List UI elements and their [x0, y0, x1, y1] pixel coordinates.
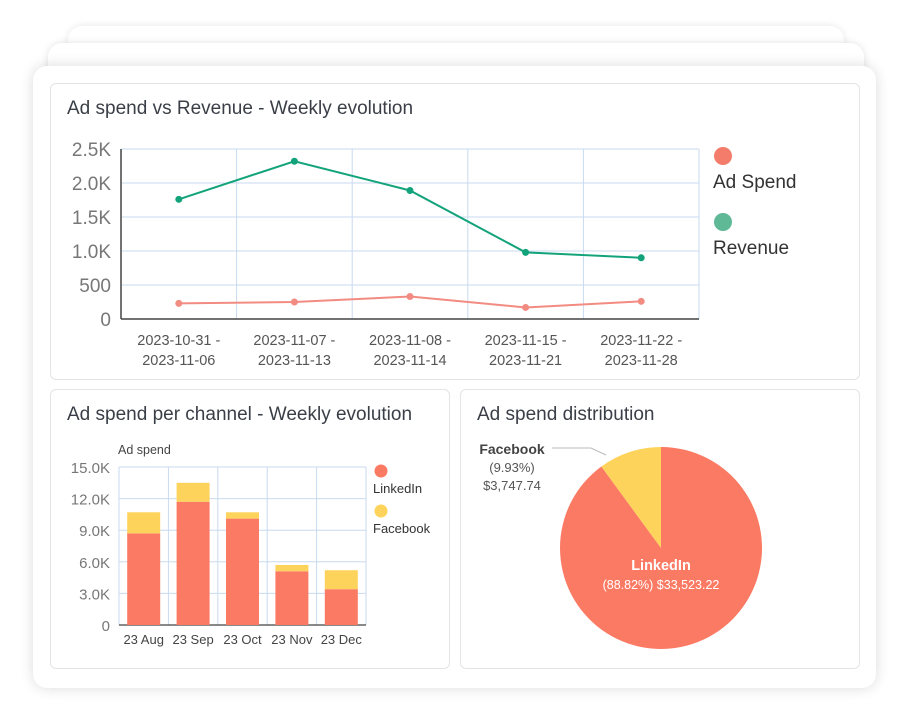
x-tick-label: 2023-11-28 [605, 353, 678, 369]
y-tick-label: 12.0K [71, 492, 110, 509]
bar-segment-facebook [324, 570, 358, 590]
bar-segment-linkedin [127, 533, 161, 625]
y-tick-label: 2.0K [72, 174, 111, 195]
data-point [406, 186, 414, 194]
bar-segment-facebook [127, 512, 161, 534]
legend-marker [714, 147, 732, 165]
y-tick-label: 1.5K [72, 208, 111, 229]
bar-segment-linkedin [324, 589, 358, 625]
bar-segment-linkedin [176, 501, 210, 625]
x-tick-label: 23 Aug [123, 632, 164, 647]
y-tick-label: 2.5K [72, 140, 111, 161]
x-tick-label: 2023-10-31 - [137, 333, 220, 349]
bar-segment-linkedin [226, 518, 259, 625]
x-tick-label: 2023-11-22 - [600, 333, 682, 349]
dashboard-panel: Ad spend vs Revenue - Weekly evolution 0… [33, 66, 876, 688]
data-point [175, 195, 183, 203]
legend-marker [374, 504, 388, 518]
data-point [406, 293, 414, 301]
line-chart: 0 500 1.0K 1.5K 2.0K 2.5K 2023-10-31 - 2023-11-… [72, 140, 797, 369]
y-tick-label: 1.0K [72, 242, 111, 263]
x-tick-label: 23 Dec [321, 632, 363, 647]
x-tick-label: 2023-11-15 - [485, 333, 567, 349]
series-line-revenue [178, 160, 642, 259]
y-tick-label: 0 [100, 310, 111, 331]
line-chart-card: Ad spend vs Revenue - Weekly evolution 0… [50, 83, 860, 380]
legend-label: LinkedIn [373, 481, 422, 496]
bar-chart-card: Ad spend per channel - Weekly evolution … [50, 389, 450, 669]
pie-label-value: (88.82%) $33,523.22 [603, 578, 720, 592]
x-tick-label: 2023-11-13 [258, 353, 331, 369]
data-point [522, 303, 530, 311]
pie-label-value: $3,747.74 [483, 478, 541, 493]
y-axis-label: Ad spend [118, 443, 171, 457]
y-tick-label: 3.0K [79, 586, 110, 603]
pie-slice-facebook [601, 447, 661, 548]
legend-label: Ad Spend [713, 172, 796, 193]
bar-segment-linkedin [275, 571, 309, 625]
data-point [290, 298, 298, 306]
bar-chart-title: Ad spend per channel - Weekly evolution [67, 404, 413, 425]
legend-label: Revenue [713, 238, 789, 259]
y-tick-label: 9.0K [79, 523, 110, 540]
data-point [175, 299, 183, 307]
bar-segment-facebook [226, 512, 259, 519]
y-tick-label: 6.0K [79, 555, 110, 572]
x-tick-label: 23 Nov [271, 632, 313, 647]
data-point [522, 248, 530, 256]
pie-chart-title: Ad spend distribution [477, 404, 655, 425]
leader-line [552, 447, 607, 456]
y-tick-label: 500 [79, 276, 111, 297]
legend-marker [374, 464, 388, 478]
bar-segment-facebook [275, 564, 309, 572]
y-tick-label: 0 [102, 618, 110, 635]
x-tick-label: 2023-11-06 [142, 353, 215, 369]
data-point [637, 297, 645, 305]
x-tick-label: 2023-11-08 - [369, 333, 451, 349]
legend-label: Facebook [373, 521, 431, 536]
x-tick-label: 2023-11-07 - [253, 333, 335, 349]
data-point [637, 254, 645, 262]
pie-label-name: Facebook [479, 441, 545, 457]
y-tick-label: 15.0K [71, 460, 110, 477]
pie-chart: LinkedIn (88.82%) $33,523.22 Facebook (9.93… [479, 441, 762, 649]
x-tick-label: 2023-11-14 [373, 353, 446, 369]
bar-chart: Ad spend 0 3.0K 6.0K 9.0K 12.0K 15.0K 23 Aug 23 … [71, 443, 431, 647]
pie-label-name: LinkedIn [631, 558, 691, 574]
line-chart-title: Ad spend vs Revenue - Weekly evolution [67, 98, 414, 119]
x-tick-label: 23 Oct [223, 632, 262, 647]
x-tick-label: 23 Sep [172, 632, 213, 647]
legend-marker [714, 213, 732, 231]
data-point [290, 157, 298, 165]
pie-label-pct: (9.93%) [489, 460, 535, 475]
bar-segment-facebook [176, 482, 210, 502]
pie-chart-card: Ad spend distribution LinkedIn (88.82%) $… [460, 389, 860, 669]
x-tick-label: 2023-11-21 [489, 353, 562, 369]
